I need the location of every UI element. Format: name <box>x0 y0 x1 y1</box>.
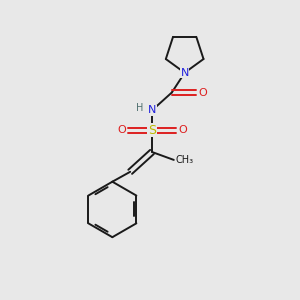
Text: N: N <box>181 68 189 78</box>
Text: N: N <box>148 105 156 116</box>
Text: O: O <box>178 125 187 135</box>
Text: S: S <box>148 124 156 137</box>
Text: O: O <box>117 125 126 135</box>
Text: CH₃: CH₃ <box>176 155 194 165</box>
Text: O: O <box>198 88 207 98</box>
Text: H: H <box>136 103 144 113</box>
